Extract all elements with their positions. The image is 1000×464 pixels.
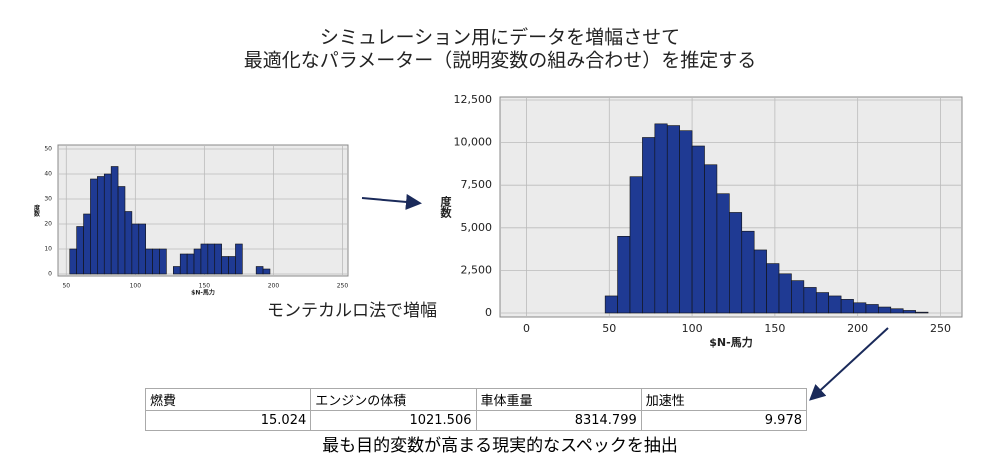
table-header: 加速性 (640, 388, 808, 411)
bar (138, 223, 146, 275)
arrow (809, 327, 889, 401)
bar (840, 299, 854, 314)
bar (729, 212, 743, 314)
table-cell: 8314.799 (475, 410, 642, 431)
x-tick-label: 150 (764, 322, 785, 335)
bar (97, 176, 105, 275)
table-cell: 15.024 (144, 410, 312, 431)
table-cell: 9.978 (640, 410, 808, 431)
bar (803, 287, 817, 314)
bar (262, 268, 271, 275)
bar (902, 310, 916, 314)
bar (145, 248, 153, 275)
table-cell: 1021.506 (310, 410, 477, 431)
annotation: モンテカルロ法で増幅 (267, 301, 437, 321)
bar (255, 266, 264, 275)
bar (654, 123, 668, 314)
y-axis-title: 度数 (439, 195, 453, 219)
title-line: シミュレーション用にデータを増幅させて (320, 27, 680, 49)
bar (200, 243, 209, 275)
bar (716, 193, 730, 314)
x-tick-label: 50 (62, 283, 70, 290)
bar (110, 166, 119, 275)
y-axis-title: 度数 (33, 204, 41, 218)
bar (878, 306, 892, 314)
bar (691, 145, 705, 314)
bar (791, 280, 805, 314)
bar (666, 125, 680, 314)
bar (679, 130, 693, 314)
y-tick-label: 0 (485, 306, 492, 319)
bar (117, 186, 126, 275)
x-tick-label: 250 (930, 322, 951, 335)
bar (179, 253, 188, 275)
bar (890, 308, 904, 314)
bar (193, 248, 202, 275)
y-tick-label: 2,500 (461, 263, 493, 276)
table-header: 車体重量 (475, 388, 642, 411)
x-tick-label: 200 (847, 322, 868, 335)
y-tick-label: 30 (44, 196, 52, 203)
bar (152, 248, 160, 275)
y-tick-label: 12,500 (454, 93, 493, 106)
y-tick-label: 10 (44, 246, 52, 253)
bar (865, 304, 879, 314)
footer: 最も目的変数が高まる現実的なスペックを抽出 (322, 436, 678, 456)
y-tick-label: 5,000 (461, 221, 493, 234)
bar (629, 176, 643, 314)
x-tick-label: 100 (130, 283, 142, 290)
bar (159, 248, 167, 275)
bar (853, 302, 867, 314)
x-tick-label: 50 (602, 322, 616, 335)
bar (235, 243, 243, 275)
x-tick-label: 200 (268, 283, 280, 290)
x-axis-title: $N-馬力 (709, 335, 752, 349)
bar (69, 248, 77, 275)
bar (90, 178, 98, 275)
bar (753, 249, 767, 314)
bar (815, 292, 829, 314)
x-tick-label: 100 (682, 322, 703, 335)
bar (704, 164, 718, 314)
title-line: 最適化なパラメーター（説明変数の組み合わせ）を推定する (244, 50, 756, 72)
x-tick-label: 0 (523, 322, 530, 335)
bar (83, 213, 91, 275)
bar (76, 226, 84, 275)
bar (124, 211, 133, 275)
bar (741, 230, 755, 314)
bar (604, 295, 618, 314)
bar (173, 266, 181, 275)
x-tick-label: 150 (199, 283, 211, 290)
bar (766, 263, 780, 314)
bar (131, 223, 140, 275)
result-table: 燃費 エンジンの体積 車体重量 加速性 15.024 1021.506 8314.799 9… (144, 388, 808, 431)
y-tick-label: 20 (44, 221, 52, 228)
x-tick-label: 250 (337, 283, 349, 290)
y-tick-label: 7,500 (461, 178, 493, 191)
table-header: エンジンの体積 (310, 388, 477, 411)
y-tick-label: 10,000 (454, 136, 493, 149)
bar (617, 236, 631, 314)
arrow (361, 193, 422, 210)
bar (228, 256, 236, 275)
y-tick-label: 0 (48, 271, 52, 278)
bar (828, 295, 842, 314)
bar (642, 137, 656, 314)
y-tick-label: 50 (44, 146, 52, 153)
bar (207, 243, 216, 275)
bar (214, 243, 222, 275)
bar (186, 253, 195, 275)
bar (103, 173, 112, 275)
y-tick-label: 40 (44, 171, 52, 178)
bar (221, 256, 229, 275)
table-header: 燃費 (144, 388, 312, 411)
bar (915, 311, 929, 314)
bar (778, 273, 792, 314)
x-axis-title: $N-馬力 (191, 289, 215, 297)
